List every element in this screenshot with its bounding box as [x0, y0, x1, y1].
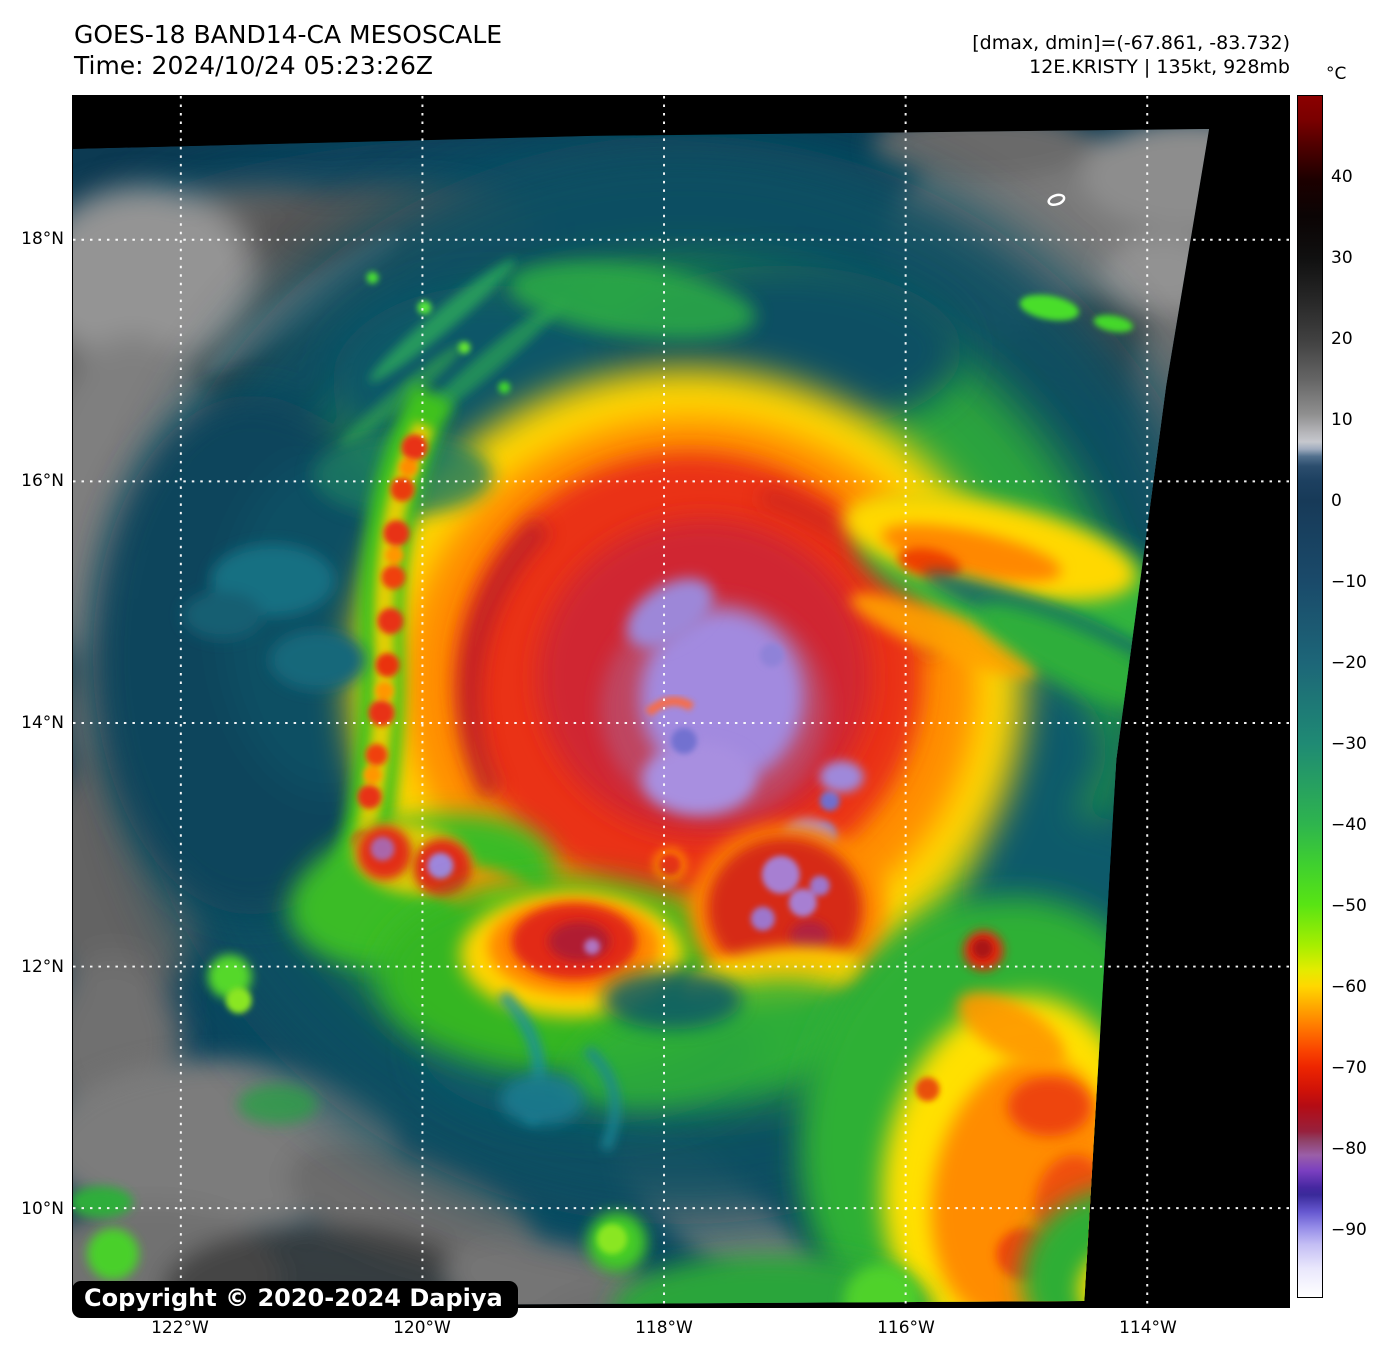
lat-axis-label: 12°N — [21, 957, 64, 977]
colorbar-tick-label: 40 — [1331, 167, 1353, 187]
lat-axis-label: 10°N — [21, 1199, 64, 1219]
colorbar-tick-label: −70 — [1331, 1058, 1367, 1078]
colorbar-tick-label: 20 — [1331, 329, 1353, 349]
lon-axis-label: 114°W — [1119, 1318, 1177, 1338]
dmax-dmin-label: [dmax, dmin]=(-67.861, -83.732) — [972, 32, 1290, 54]
lon-axis-label: 122°W — [151, 1318, 209, 1338]
colorbar-tick-label: 0 — [1331, 491, 1342, 511]
lat-axis-label: 16°N — [21, 471, 64, 491]
colorbar-unit-label: °C — [1326, 64, 1347, 84]
time-label: Time: 2024/10/24 05:23:26Z — [74, 51, 433, 80]
colorbar-tick-label: −40 — [1331, 815, 1367, 835]
storm-info-label: 12E.KRISTY | 135kt, 928mb — [1029, 56, 1290, 78]
map-frame — [72, 95, 1290, 1308]
copyright-badge: Copyright © 2020-2024 Dapiya — [72, 1281, 518, 1318]
colorbar-tick-label: −60 — [1331, 977, 1367, 997]
storm-art — [73, 128, 1210, 1307]
colorbar-tick-label: −80 — [1331, 1139, 1367, 1159]
colorbar-tick-label: −90 — [1331, 1220, 1367, 1240]
lat-axis-label: 18°N — [21, 229, 64, 249]
colorbar-tick-label: 30 — [1331, 248, 1353, 268]
dmax-contour-mark — [1047, 193, 1066, 207]
lat-axis-label: 14°N — [21, 713, 64, 733]
lon-axis-label: 118°W — [635, 1318, 693, 1338]
page-title: GOES-18 BAND14-CA MESOSCALE — [74, 20, 503, 49]
colorbar-tick-label: −20 — [1331, 653, 1367, 673]
colorbar-gradient — [1297, 95, 1323, 1298]
satellite-image — [73, 96, 1289, 1307]
colorbar-tick-label: 10 — [1331, 410, 1353, 430]
colorbar-tick-label: −50 — [1331, 896, 1367, 916]
lon-axis-label: 116°W — [877, 1318, 935, 1338]
colorbar-tick-label: −10 — [1331, 572, 1367, 592]
colorbar-tick-label: −30 — [1331, 734, 1367, 754]
lon-axis-label: 120°W — [393, 1318, 451, 1338]
